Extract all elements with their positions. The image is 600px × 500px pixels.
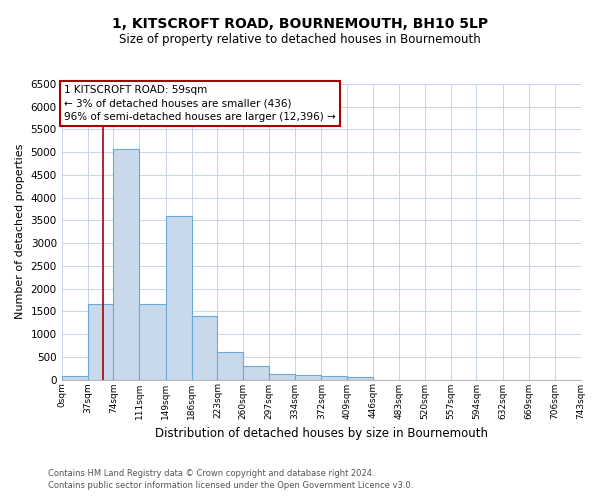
Y-axis label: Number of detached properties: Number of detached properties <box>15 144 25 320</box>
Bar <box>166 216 191 380</box>
X-axis label: Distribution of detached houses by size in Bournemouth: Distribution of detached houses by size … <box>155 427 488 440</box>
Bar <box>191 316 217 380</box>
Bar <box>347 377 373 380</box>
Text: Size of property relative to detached houses in Bournemouth: Size of property relative to detached ho… <box>119 32 481 46</box>
Bar <box>269 374 295 380</box>
Bar <box>243 366 269 380</box>
Bar <box>113 148 139 380</box>
Bar <box>88 304 113 380</box>
Bar <box>217 352 243 380</box>
Bar <box>295 374 322 380</box>
Text: 1 KITSCROFT ROAD: 59sqm
← 3% of detached houses are smaller (436)
96% of semi-de: 1 KITSCROFT ROAD: 59sqm ← 3% of detached… <box>64 86 336 122</box>
Text: 1, KITSCROFT ROAD, BOURNEMOUTH, BH10 5LP: 1, KITSCROFT ROAD, BOURNEMOUTH, BH10 5LP <box>112 18 488 32</box>
Bar <box>62 376 88 380</box>
Text: Contains HM Land Registry data © Crown copyright and database right 2024.: Contains HM Land Registry data © Crown c… <box>48 468 374 477</box>
Bar <box>322 376 347 380</box>
Text: Contains public sector information licensed under the Open Government Licence v3: Contains public sector information licen… <box>48 481 413 490</box>
Bar <box>139 304 166 380</box>
